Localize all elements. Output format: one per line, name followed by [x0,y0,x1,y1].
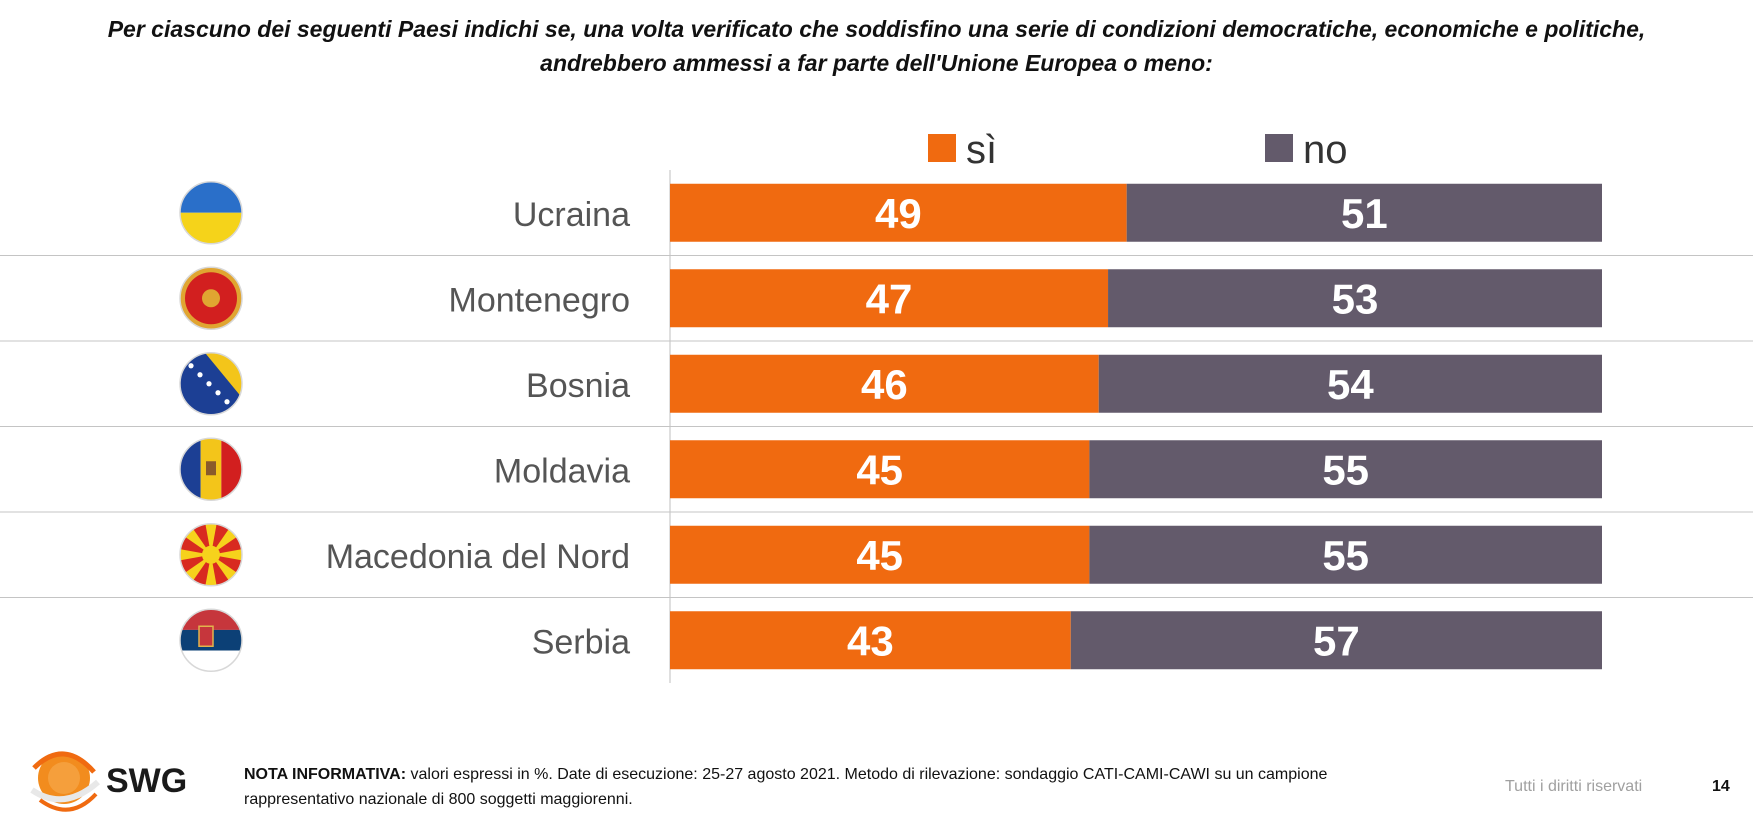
category-label: Bosnia [526,367,630,405]
north-macedonia-flag-icon [179,523,243,587]
flag-ray [205,554,217,586]
flag-ray [211,529,237,555]
flag-star [188,363,194,369]
legend-label-0: sì [966,128,997,172]
data-label: 46 [861,361,908,408]
ukraine-flag-icon [179,181,243,245]
flag-outline [179,437,243,501]
title-line-2: andrebbero ammessi a far parte dell'Unio… [540,50,1213,76]
data-label: 49 [875,190,922,237]
bar-no [1070,611,1602,670]
flag-emblem [202,289,220,308]
bar-si [670,440,1090,499]
moldova-flag-icon [179,437,243,501]
category-label: Moldavia [494,452,630,490]
flag-star [206,381,212,387]
swg-globe-icon [30,751,100,812]
flag-stripe [180,212,242,244]
flag-outline [179,266,243,330]
bar-no [1108,269,1602,328]
swg-logo-text: SWG [106,762,187,800]
bar-si [670,269,1109,328]
footnote: NOTA INFORMATIVA: valori espressi in %. … [244,762,1424,812]
title-line-1: Per ciascuno dei seguenti Paesi indichi … [107,16,1646,42]
bar-si [670,611,1071,670]
footnote-lead: NOTA INFORMATIVA: [244,766,407,783]
data-label: 53 [1332,275,1379,322]
data-label: 43 [847,617,894,664]
flag-stripe [180,609,242,630]
bosnia-flag-icon [179,352,243,416]
flag-stripe [180,438,201,501]
flag-outline [179,352,243,416]
data-label: 55 [1322,446,1369,493]
page-number: 14 [1712,778,1730,795]
flag-ray [211,554,237,581]
flag-star [197,372,203,378]
bar-no [1089,525,1602,584]
bar-no [1126,183,1602,242]
rights-text: Tutti i diritti riservati [1505,778,1643,795]
flag-sun [202,545,220,564]
flag-emblem [206,461,216,476]
flag-star [224,399,230,405]
category-label: Macedonia del Nord [326,538,630,576]
flag-outline [179,608,243,672]
data-label: 55 [1322,532,1369,579]
bar-si [670,183,1127,242]
flag-ray [185,529,211,555]
flag-ray [205,524,217,555]
flag-emblem [198,625,214,647]
bar-si [670,354,1099,413]
footnote-text: valori espressi in %. Date di esecuzione… [244,766,1328,808]
bar-no [1098,354,1602,413]
bar-si [670,525,1090,584]
flag-stripe [180,181,242,213]
flag-ray [211,549,242,561]
category-label: Montenegro [449,281,630,319]
data-label: 57 [1313,617,1360,664]
category-label: Ucraina [513,196,630,234]
legend-label-1: no [1303,128,1348,172]
data-label: 45 [856,446,903,493]
flag-outline [179,523,243,587]
swg-logo: SWG [30,751,187,812]
bar-no [1089,440,1602,499]
stacked-bar-chart: sì no Ucraina 49 51 Montenegro 47 53 Bosnia 46 54 M… [0,128,1753,683]
flag-outline [179,181,243,245]
flag-triangle [205,352,242,398]
flag-stripe [180,650,242,672]
chart-title: Per ciascuno dei seguenti Paesi indichi … [40,12,1713,80]
category-label: Serbia [532,623,630,661]
data-label: 45 [856,532,903,579]
serbia-flag-icon [179,608,243,672]
montenegro-flag-icon [179,266,243,330]
flag-star [215,390,221,396]
data-label: 47 [866,275,913,322]
flag-ray [180,549,211,561]
legend-swatch-1 [1265,134,1293,162]
data-label: 51 [1341,190,1388,237]
flag-ray [185,554,211,581]
data-label: 54 [1327,361,1374,408]
legend-swatch-0 [928,134,956,162]
flag-stripe [221,438,242,501]
